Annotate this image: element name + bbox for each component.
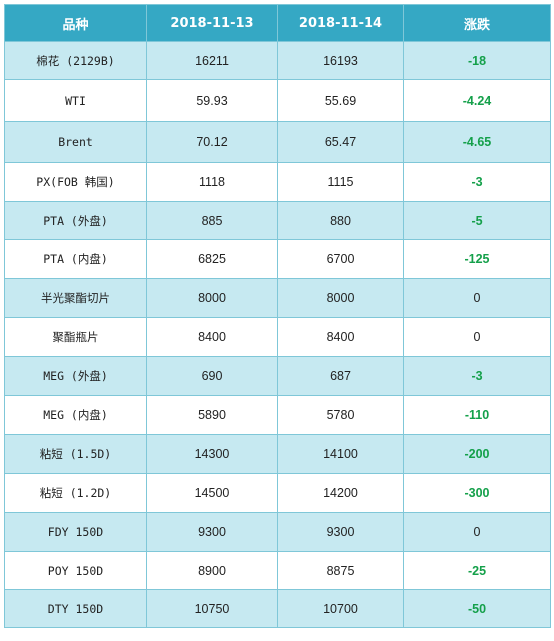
cell-date-2-value: 16193	[277, 41, 404, 80]
cell-product: FDY 150D	[4, 512, 147, 552]
table-row: 粘短 (1.5D) 14300 14100 -200	[4, 434, 551, 474]
table-row: PTA (内盘) 6825 6700 -125	[4, 239, 551, 279]
cell-change: -125	[403, 239, 551, 279]
cell-date-2-value: 55.69	[277, 79, 404, 122]
table-row: 聚酯瓶片 8400 8400 0	[4, 317, 551, 357]
cell-change: 0	[403, 317, 551, 357]
price-comparison-table: 品种 2018-11-13 2018-11-14 涨跌 棉花 (2129B) 16…	[4, 4, 551, 628]
cell-date-2-value: 9300	[277, 512, 404, 552]
cell-product: PTA (外盘)	[4, 201, 147, 240]
cell-date-1-value: 14500	[146, 473, 278, 513]
cell-change: -110	[403, 395, 551, 435]
cell-date-1-value: 8000	[146, 278, 278, 318]
cell-product: 半光聚酯切片	[4, 278, 147, 318]
cell-product: MEG (外盘)	[4, 356, 147, 396]
cell-date-2-value: 5780	[277, 395, 404, 435]
table-row: FDY 150D 9300 9300 0	[4, 512, 551, 552]
cell-product: DTY 150D	[4, 589, 147, 628]
cell-date-1-value: 70.12	[146, 121, 278, 163]
cell-date-2-value: 8400	[277, 317, 404, 357]
cell-product: Brent	[4, 121, 147, 163]
cell-change: -50	[403, 589, 551, 628]
cell-change: -25	[403, 551, 551, 590]
cell-product: 粘短 (1.5D)	[4, 434, 147, 474]
table-row: 粘短 (1.2D) 14500 14200 -300	[4, 473, 551, 513]
cell-change: -5	[403, 201, 551, 240]
cell-date-2-value: 687	[277, 356, 404, 396]
cell-date-1-value: 885	[146, 201, 278, 240]
header-date-2: 2018-11-14	[277, 4, 404, 42]
cell-date-1-value: 690	[146, 356, 278, 396]
cell-change: -200	[403, 434, 551, 474]
cell-product: WTI	[4, 79, 147, 122]
cell-date-2-value: 8875	[277, 551, 404, 590]
header-date-1: 2018-11-13	[146, 4, 278, 42]
cell-date-2-value: 1115	[277, 162, 404, 202]
table-row: WTI 59.93 55.69 -4.24	[4, 79, 551, 122]
table-row: Brent 70.12 65.47 -4.65	[4, 121, 551, 163]
cell-product: PX(FOB 韩国)	[4, 162, 147, 202]
table-row: 棉花 (2129B) 16211 16193 -18	[4, 41, 551, 80]
table-row: 半光聚酯切片 8000 8000 0	[4, 278, 551, 318]
cell-product: POY 150D	[4, 551, 147, 590]
cell-change: -3	[403, 162, 551, 202]
cell-product: 粘短 (1.2D)	[4, 473, 147, 513]
cell-change: -4.24	[403, 79, 551, 122]
cell-date-1-value: 5890	[146, 395, 278, 435]
header-change: 涨跌	[403, 4, 551, 42]
cell-date-2-value: 880	[277, 201, 404, 240]
cell-date-2-value: 65.47	[277, 121, 404, 163]
table-row: PTA (外盘) 885 880 -5	[4, 201, 551, 240]
cell-date-1-value: 16211	[146, 41, 278, 80]
table-body: 棉花 (2129B) 16211 16193 -18 WTI 59.93 55.69 -4.2…	[4, 41, 551, 628]
cell-change: -3	[403, 356, 551, 396]
header-product: 品种	[4, 4, 147, 42]
cell-product: PTA (内盘)	[4, 239, 147, 279]
cell-product: MEG (内盘)	[4, 395, 147, 435]
cell-change: -18	[403, 41, 551, 80]
cell-date-1-value: 1118	[146, 162, 278, 202]
cell-date-2-value: 10700	[277, 589, 404, 628]
table-row: PX(FOB 韩国) 1118 1115 -3	[4, 162, 551, 202]
cell-date-1-value: 14300	[146, 434, 278, 474]
header-row: 品种 2018-11-13 2018-11-14 涨跌	[4, 4, 551, 42]
cell-date-1-value: 10750	[146, 589, 278, 628]
cell-date-1-value: 8900	[146, 551, 278, 590]
cell-date-2-value: 14200	[277, 473, 404, 513]
cell-date-2-value: 8000	[277, 278, 404, 318]
cell-date-2-value: 6700	[277, 239, 404, 279]
cell-date-1-value: 8400	[146, 317, 278, 357]
cell-change: -300	[403, 473, 551, 513]
cell-date-1-value: 9300	[146, 512, 278, 552]
cell-date-1-value: 6825	[146, 239, 278, 279]
table-row: DTY 150D 10750 10700 -50	[4, 589, 551, 628]
table-row: MEG (内盘) 5890 5780 -110	[4, 395, 551, 435]
cell-change: 0	[403, 278, 551, 318]
table-header: 品种 2018-11-13 2018-11-14 涨跌	[4, 4, 551, 42]
table-row: POY 150D 8900 8875 -25	[4, 551, 551, 590]
cell-change: -4.65	[403, 121, 551, 163]
cell-change: 0	[403, 512, 551, 552]
cell-date-1-value: 59.93	[146, 79, 278, 122]
table-row: MEG (外盘) 690 687 -3	[4, 356, 551, 396]
cell-product: 聚酯瓶片	[4, 317, 147, 357]
cell-date-2-value: 14100	[277, 434, 404, 474]
cell-product: 棉花 (2129B)	[4, 41, 147, 80]
